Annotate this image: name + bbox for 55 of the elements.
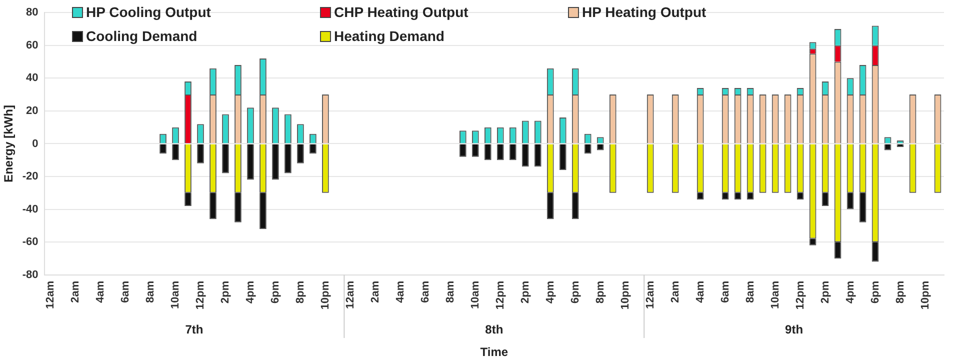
y-tick-label: -20 <box>22 170 38 183</box>
y-tick-label: 20 <box>26 104 38 117</box>
y-tick-label: -80 <box>22 268 38 281</box>
x-tick-label: 8pm <box>294 280 306 304</box>
x-tick-label: 10am <box>769 280 782 310</box>
x-tick-label: 8pm <box>894 280 906 304</box>
x-tick-label: 6pm <box>869 280 882 304</box>
y-tick-label: 0 <box>32 138 38 150</box>
x-tick-label: 2pm <box>220 280 232 304</box>
legend-label: Cooling Demand <box>86 28 198 44</box>
y-tick-label: -60 <box>22 236 38 248</box>
x-tick-label: 10am <box>170 280 182 310</box>
x-tick-label: 4pm <box>544 280 556 304</box>
x-tick-label: 6am <box>419 280 432 303</box>
x-tick-label: 2pm <box>819 280 832 304</box>
x-tick-label: 4am <box>94 280 107 303</box>
x-tick-label: 10pm <box>619 280 632 310</box>
legend-label: Heating Demand <box>334 28 444 44</box>
y-tick-label: 40 <box>26 72 38 84</box>
x-tick-label: 12pm <box>194 280 207 310</box>
x-tick-label: 6am <box>120 280 132 303</box>
legend-label: HP Heating Output <box>582 4 706 20</box>
x-tick-label: 4pm <box>844 280 856 304</box>
x-tick-label: 12am <box>644 280 656 310</box>
x-tick-label: 8am <box>744 280 756 303</box>
x-tick-label: 4am <box>694 280 706 303</box>
x-axis-title: Time <box>480 345 508 360</box>
legend-label: CHP Heating Output <box>334 4 468 20</box>
x-tick-label: 8am <box>144 280 157 303</box>
x-tick-label: 8pm <box>594 280 606 304</box>
x-tick-label: 10am <box>469 280 482 310</box>
x-tick-label: 6pm <box>569 280 582 304</box>
x-tick-label: 6pm <box>270 280 282 304</box>
x-tick-label: 8am <box>444 280 456 303</box>
y-tick-label: -40 <box>22 203 38 216</box>
legend-label: HP Cooling Output <box>86 4 211 20</box>
x-tick-label: 10pm <box>319 280 332 310</box>
x-tick-label: 12am <box>344 280 356 310</box>
x-tick-label: 12pm <box>494 280 506 310</box>
x-tick-label: 2am <box>70 280 82 303</box>
y-axis-title: Energy [kWh] <box>2 105 16 182</box>
x-tick-label: 10pm <box>919 280 932 310</box>
y-tick-label: 80 <box>26 6 38 19</box>
x-tick-label: 2am <box>369 280 382 303</box>
text: 8th <box>485 322 504 336</box>
x-tick-label: 12pm <box>794 280 806 310</box>
text: 7th <box>185 322 204 336</box>
x-tick-label: 2pm <box>519 280 532 304</box>
text: 9th <box>785 322 804 336</box>
x-tick-label: 2am <box>669 280 682 303</box>
x-tick-label: 12am <box>44 280 57 310</box>
y-tick-label: 60 <box>26 39 38 52</box>
x-tick-label: 4pm <box>244 280 257 304</box>
x-tick-label: 6am <box>719 280 732 303</box>
x-tick-label: 4am <box>394 280 406 303</box>
